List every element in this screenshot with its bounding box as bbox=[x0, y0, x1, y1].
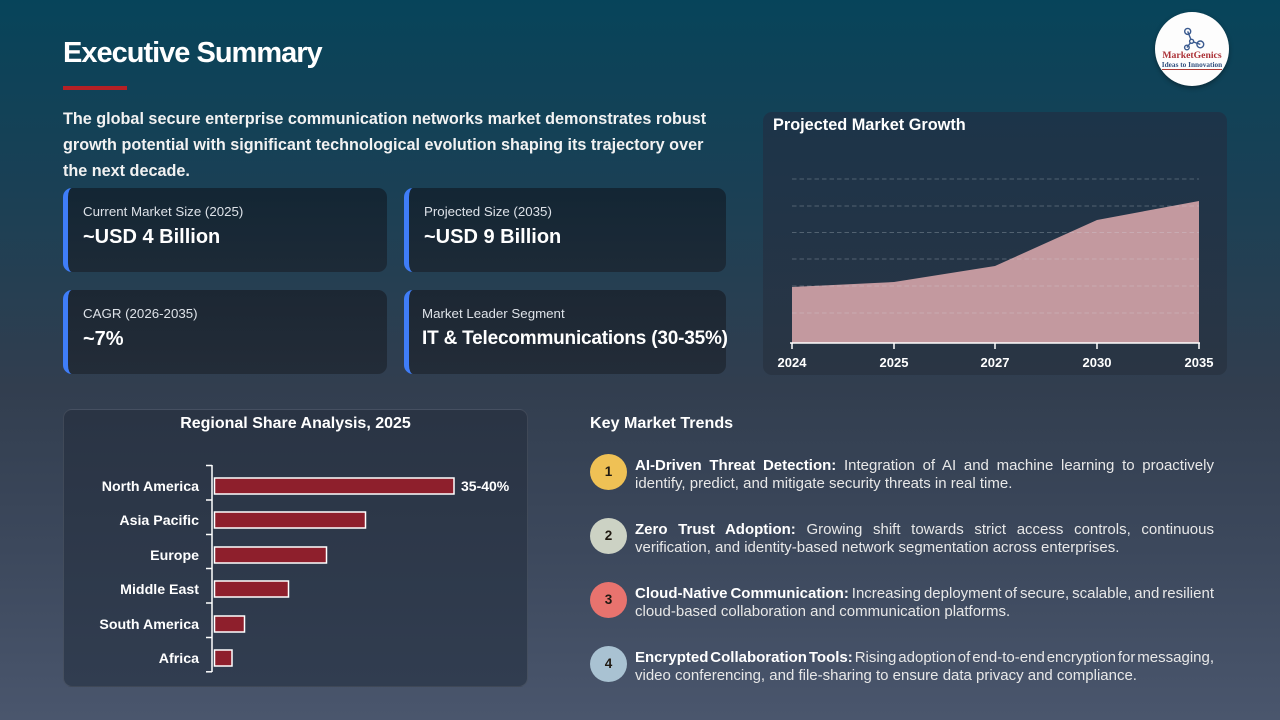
svg-text:2035: 2035 bbox=[1185, 355, 1214, 370]
svg-text:2025: 2025 bbox=[880, 355, 909, 370]
svg-text:Middle East: Middle East bbox=[120, 582, 199, 598]
svg-text:2030: 2030 bbox=[1083, 355, 1112, 370]
svg-text:South America: South America bbox=[99, 617, 199, 633]
svg-text:2024: 2024 bbox=[778, 355, 808, 370]
svg-text:35-40%: 35-40% bbox=[461, 478, 510, 494]
svg-text:2027: 2027 bbox=[981, 355, 1010, 370]
svg-text:Africa: Africa bbox=[159, 651, 199, 667]
svg-text:Europe: Europe bbox=[150, 548, 199, 564]
svg-text:Asia Pacific: Asia Pacific bbox=[119, 513, 199, 529]
svg-text:North America: North America bbox=[102, 479, 199, 495]
